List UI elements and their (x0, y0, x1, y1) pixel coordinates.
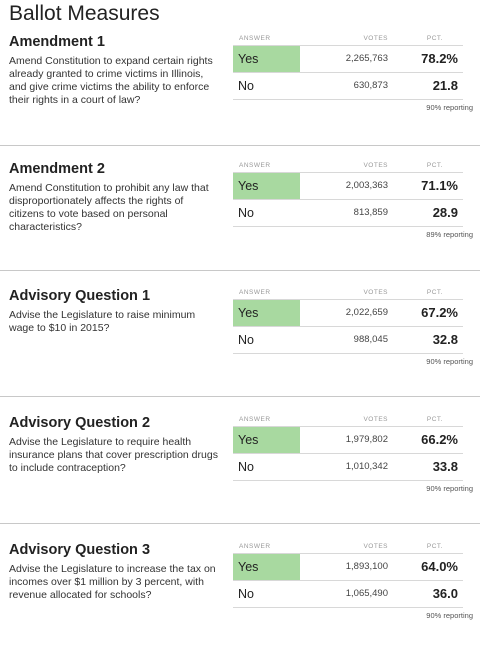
measure-description: Advise the Legislature to require health… (9, 436, 218, 474)
vote-percent: 67.2% (421, 305, 458, 320)
pct-header: PCT. (426, 289, 443, 296)
pct-header: PCT. (426, 35, 443, 42)
vote-count: 813,859 (353, 207, 388, 218)
results-header: ANSWER VOTES PCT. (233, 33, 463, 45)
pct-header: PCT. (426, 543, 443, 550)
answer-header: ANSWER (239, 543, 271, 550)
vote-count: 988,045 (353, 334, 388, 345)
measure-title: Amendment 1 (9, 34, 105, 50)
vote-count: 630,873 (353, 80, 388, 91)
answer-label: Yes (238, 306, 259, 320)
measure-title: Amendment 2 (9, 161, 105, 177)
section-divider (0, 145, 480, 146)
answer-header: ANSWER (239, 416, 271, 423)
measure-section-advisory-question-2: Advisory Question 2 Advise the Legislatu… (0, 414, 480, 534)
results-table: ANSWER VOTES PCT. Yes 1,893,100 64.0% No… (233, 541, 463, 608)
vote-percent: 64.0% (421, 559, 458, 574)
result-row-yes: Yes 2,265,763 78.2% (233, 45, 463, 72)
answer-label: No (238, 333, 254, 347)
measure-description: Amend Constitution to expand certain rig… (9, 55, 213, 106)
measure-section-amendment-2: Amendment 2 Amend Constitution to prohib… (0, 160, 480, 280)
winner-highlight (233, 554, 300, 580)
measure-title: Advisory Question 2 (9, 415, 151, 431)
result-row-no: No 988,045 32.8 (233, 326, 463, 354)
winner-highlight (233, 46, 300, 72)
result-row-no: No 1,010,342 33.8 (233, 453, 463, 481)
answer-label: No (238, 587, 254, 601)
pct-header: PCT. (426, 416, 443, 423)
answer-label: No (238, 79, 254, 93)
vote-count: 2,022,659 (345, 307, 388, 318)
measure-description: Advise the Legislature to increase the t… (9, 563, 216, 601)
results-header: ANSWER VOTES PCT. (233, 414, 463, 426)
votes-header: VOTES (363, 416, 388, 423)
results-table: ANSWER VOTES PCT. Yes 2,022,659 67.2% No… (233, 287, 463, 354)
result-row-no: No 813,859 28.9 (233, 199, 463, 227)
vote-percent: 21.8 (432, 78, 458, 93)
answer-label: Yes (238, 433, 259, 447)
measure-section-advisory-question-3: Advisory Question 3 Advise the Legislatu… (0, 541, 480, 661)
answer-label: Yes (238, 52, 259, 66)
answer-header: ANSWER (239, 289, 271, 296)
vote-count: 2,265,763 (345, 53, 388, 64)
answer-label: Yes (238, 179, 259, 193)
measure-title: Advisory Question 3 (9, 542, 151, 558)
pct-header: PCT. (426, 162, 443, 169)
answer-label: Yes (238, 560, 259, 574)
measure-section-advisory-question-1: Advisory Question 1 Advise the Legislatu… (0, 287, 480, 407)
votes-header: VOTES (363, 35, 388, 42)
results-header: ANSWER VOTES PCT. (233, 287, 463, 299)
measure-description: Amend Constitution to prohibit any law t… (9, 182, 209, 233)
vote-percent: 66.2% (421, 432, 458, 447)
section-divider (0, 270, 480, 271)
answer-header: ANSWER (239, 35, 271, 42)
measure-section-amendment-1: Amendment 1 Amend Constitution to expand… (0, 33, 480, 153)
measure-title: Advisory Question 1 (9, 288, 151, 304)
answer-label: No (238, 460, 254, 474)
result-row-yes: Yes 1,893,100 64.0% (233, 553, 463, 580)
votes-header: VOTES (363, 543, 388, 550)
vote-percent: 33.8 (432, 459, 458, 474)
section-divider (0, 396, 480, 397)
result-row-no: No 1,065,490 36.0 (233, 580, 463, 608)
reporting-status: 90% reporting (426, 484, 473, 493)
votes-header: VOTES (363, 162, 388, 169)
winner-highlight (233, 173, 300, 199)
vote-percent: 32.8 (432, 332, 458, 347)
results-table: ANSWER VOTES PCT. Yes 1,979,802 66.2% No… (233, 414, 463, 481)
answer-header: ANSWER (239, 162, 271, 169)
results-table: ANSWER VOTES PCT. Yes 2,003,363 71.1% No… (233, 160, 463, 227)
winner-highlight (233, 427, 300, 453)
reporting-status: 90% reporting (426, 357, 473, 366)
reporting-status: 89% reporting (426, 230, 473, 239)
results-header: ANSWER VOTES PCT. (233, 541, 463, 553)
vote-percent: 78.2% (421, 51, 458, 66)
vote-count: 1,010,342 (345, 461, 388, 472)
result-row-no: No 630,873 21.8 (233, 72, 463, 100)
vote-percent: 36.0 (432, 586, 458, 601)
result-row-yes: Yes 1,979,802 66.2% (233, 426, 463, 453)
winner-highlight (233, 300, 300, 326)
vote-count: 1,893,100 (345, 561, 388, 572)
reporting-status: 90% reporting (426, 103, 473, 112)
votes-header: VOTES (363, 289, 388, 296)
results-header: ANSWER VOTES PCT. (233, 160, 463, 172)
result-row-yes: Yes 2,022,659 67.2% (233, 299, 463, 326)
vote-percent: 28.9 (432, 205, 458, 220)
vote-count: 2,003,363 (345, 180, 388, 191)
vote-count: 1,065,490 (345, 588, 388, 599)
vote-percent: 71.1% (421, 178, 458, 193)
measure-description: Advise the Legislature to raise minimum … (9, 309, 196, 334)
vote-count: 1,979,802 (345, 434, 388, 445)
section-divider (0, 523, 480, 524)
answer-label: No (238, 206, 254, 220)
page-title: Ballot Measures (9, 2, 160, 25)
result-row-yes: Yes 2,003,363 71.1% (233, 172, 463, 199)
reporting-status: 90% reporting (426, 611, 473, 620)
results-table: ANSWER VOTES PCT. Yes 2,265,763 78.2% No… (233, 33, 463, 100)
